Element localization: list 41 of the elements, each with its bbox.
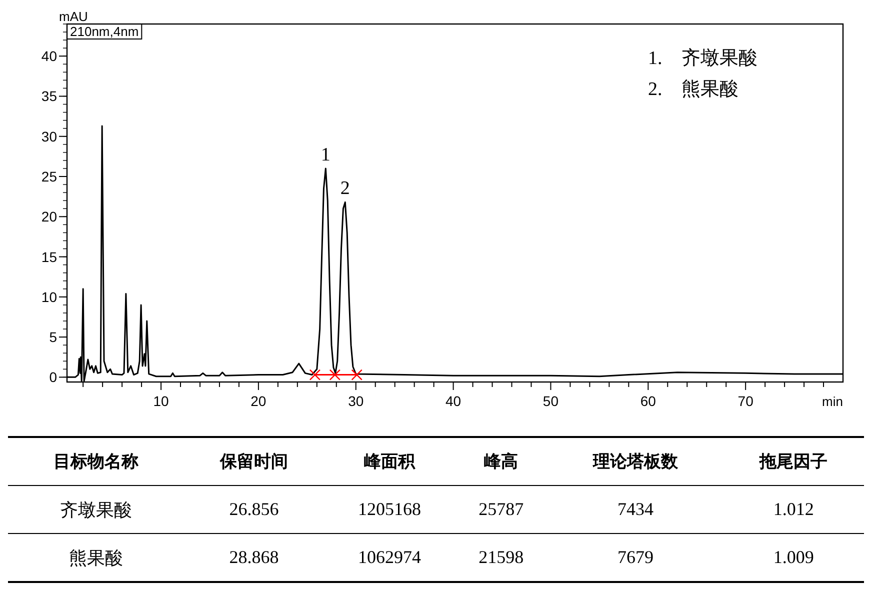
y-axis-title: mAU xyxy=(59,9,88,24)
x-axis-title: min xyxy=(822,394,843,409)
text: 1062974 xyxy=(356,546,422,569)
y-tick-label: 30 xyxy=(41,128,58,144)
text: 25787 xyxy=(478,498,525,521)
text: 齐墩果酸 xyxy=(58,498,133,522)
y-tick-label: 40 xyxy=(41,48,58,64)
x-tick-label: 70 xyxy=(738,393,754,409)
annotation: 2. 熊果酸 xyxy=(648,79,738,100)
text: 26.856 xyxy=(228,498,280,521)
text: 7679 xyxy=(616,546,654,569)
x-tick-label: 60 xyxy=(640,393,656,409)
text: 保留时间 xyxy=(218,451,290,474)
text: 1.009 xyxy=(772,546,815,569)
text: 7434 xyxy=(616,498,654,521)
x-tick-label: 30 xyxy=(348,393,364,409)
y-tick-label: 5 xyxy=(49,329,58,346)
annotation: 1. 齐墩果酸 xyxy=(648,47,758,69)
y-tick-label: 35 xyxy=(41,88,58,104)
x-tick-label: 40 xyxy=(446,393,462,409)
annotation: 210nm,4nm xyxy=(70,24,139,39)
y-tick-label: 20 xyxy=(41,208,58,225)
text: 拖尾因子 xyxy=(758,451,829,474)
annotation: 2 xyxy=(340,178,350,200)
text: 1.012 xyxy=(772,498,815,521)
text: 理论塔板数 xyxy=(592,451,679,474)
text: 峰高 xyxy=(483,451,520,474)
text: 21598 xyxy=(478,546,525,569)
text: 28.868 xyxy=(228,546,280,569)
annotation: 1 xyxy=(320,144,330,166)
x-tick-label: 50 xyxy=(542,393,559,409)
text: 熊果酸 xyxy=(68,546,124,570)
text: 1205168 xyxy=(356,498,422,521)
y-tick-label: 25 xyxy=(41,168,58,185)
text: 目标物名称 xyxy=(52,451,140,474)
y-tick-label: 0 xyxy=(49,369,58,386)
y-tick-label: 15 xyxy=(41,248,58,265)
x-tick-label: 20 xyxy=(250,393,266,409)
y-tick-label: 10 xyxy=(41,288,58,305)
x-tick-label: 10 xyxy=(153,393,170,409)
text: 峰面积 xyxy=(362,451,416,474)
